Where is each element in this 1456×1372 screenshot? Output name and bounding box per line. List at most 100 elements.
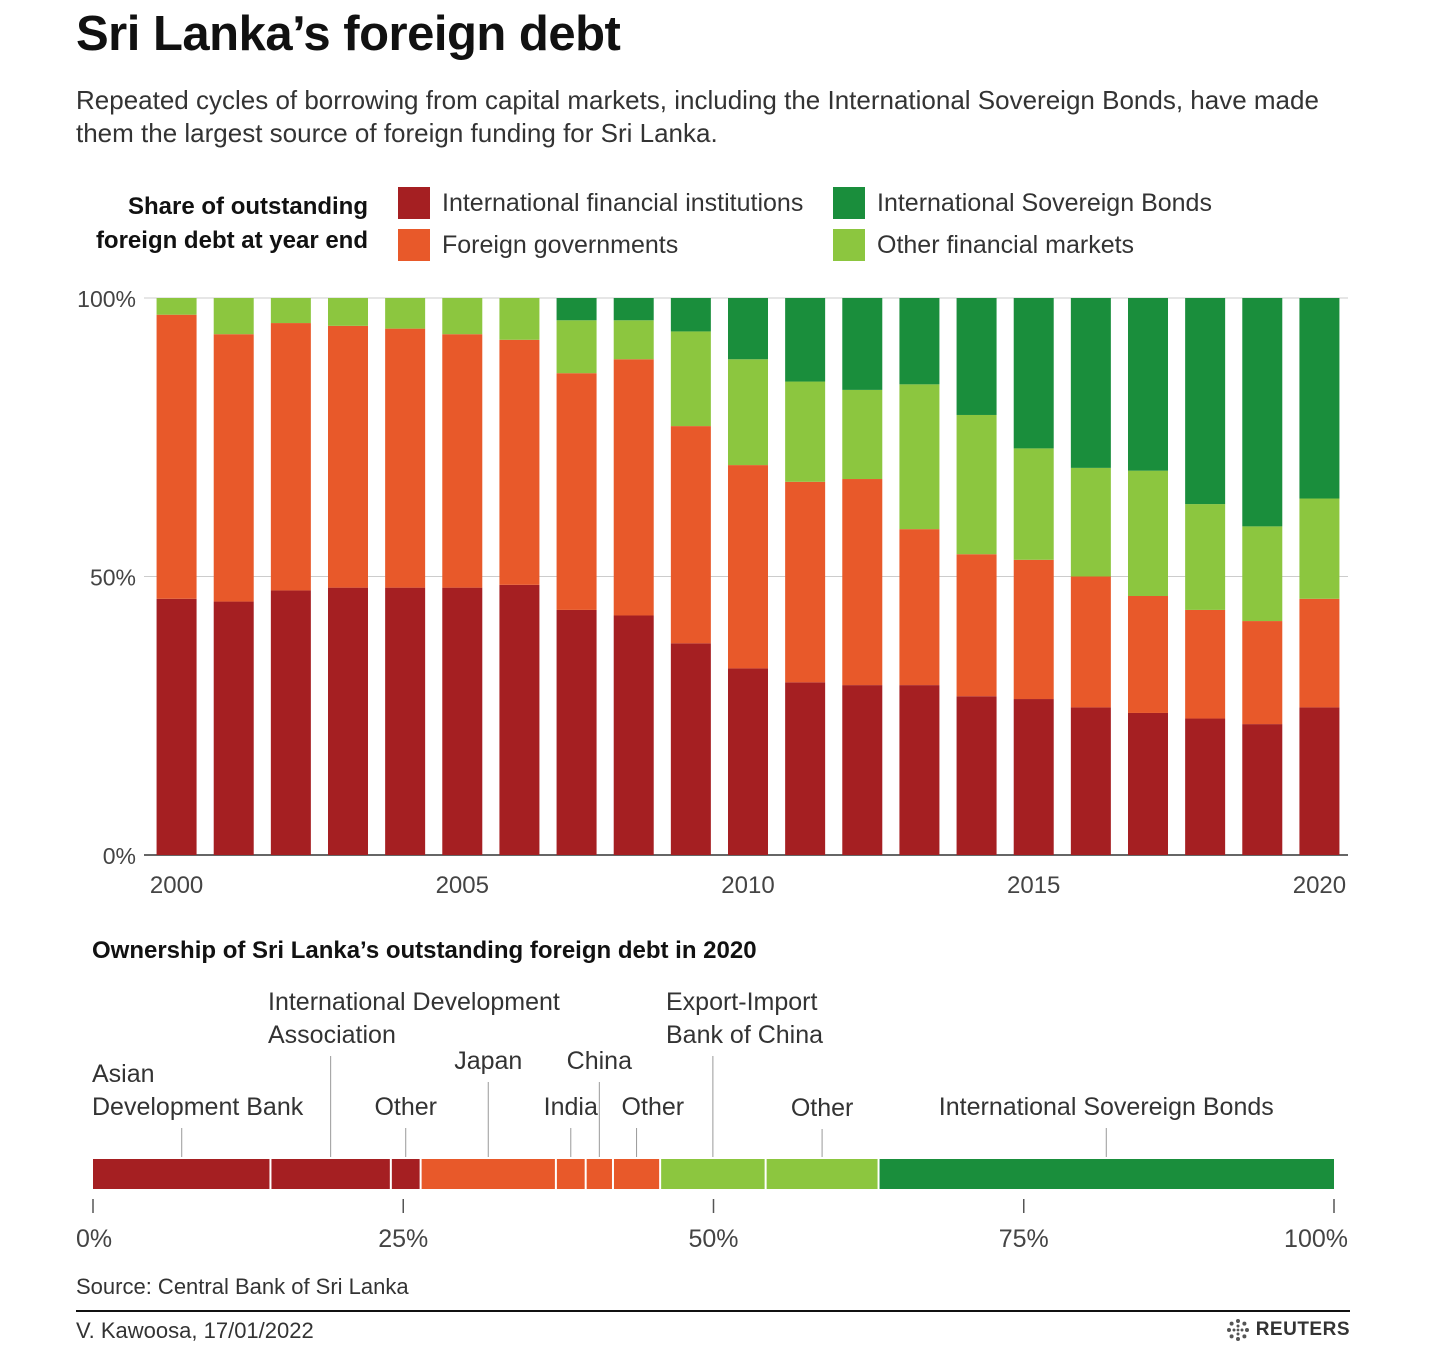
bar-segment xyxy=(213,334,254,602)
bar-segment xyxy=(785,682,826,855)
segment-label-line: Association xyxy=(268,1021,396,1049)
segment-label-line: International Sovereign Bonds xyxy=(939,1093,1274,1121)
segment-label: India xyxy=(544,1093,598,1121)
bar-segment xyxy=(1128,712,1168,855)
ownership-segment xyxy=(878,1159,1334,1189)
segment-label: Other xyxy=(374,1093,437,1121)
reuters-logo: REUTERS xyxy=(1226,1318,1350,1342)
bar-segment xyxy=(1013,699,1054,855)
bar-segment xyxy=(842,298,883,390)
segment-label-line: Bank of China xyxy=(666,1021,823,1049)
bar-segment xyxy=(956,554,997,697)
bar-segment xyxy=(556,320,597,374)
bar-segment xyxy=(499,339,540,585)
bar-segment xyxy=(1299,598,1340,708)
x-tick-label: 0% xyxy=(76,1225,112,1253)
segment-label-line: International Development xyxy=(268,988,560,1016)
y-tick-label: 0% xyxy=(103,843,136,869)
legend-label-foreign-governments: Foreign governments xyxy=(442,230,679,259)
bar-segment xyxy=(899,529,940,686)
bar-segment xyxy=(556,373,597,610)
bar-segment xyxy=(270,323,311,591)
legend-item-ifi: International financial institutions xyxy=(398,186,803,220)
bar-segment xyxy=(156,314,197,599)
bar-segment xyxy=(1242,724,1283,855)
x-tick-label: 50% xyxy=(688,1225,738,1253)
bar-segment xyxy=(956,696,997,855)
segment-label: Asian Development Bank xyxy=(92,1060,304,1121)
bar-segment xyxy=(785,381,826,482)
ownership-segment xyxy=(585,1159,613,1189)
bar-segment xyxy=(956,414,997,555)
segment-label: International Sovereign Bonds xyxy=(939,1093,1274,1121)
ownership-segment xyxy=(660,1159,766,1189)
bar-segment xyxy=(670,331,711,427)
segment-label-line: Other xyxy=(622,1093,685,1121)
bar-segment xyxy=(1013,448,1054,560)
bar-segment xyxy=(1185,609,1226,719)
bar-segment xyxy=(328,587,368,855)
bar-segment xyxy=(728,465,768,669)
segment-label: Other xyxy=(791,1094,854,1122)
legend-item-isb: International Sovereign Bonds xyxy=(833,186,1212,220)
bar-segment xyxy=(842,389,883,480)
bar-segment xyxy=(328,298,368,326)
legend-label-isb: International Sovereign Bonds xyxy=(877,188,1212,217)
segment-label: China xyxy=(567,1047,632,1075)
bar-segment xyxy=(842,479,883,686)
footer-divider xyxy=(76,1310,1350,1312)
bar-segment xyxy=(670,298,711,332)
bar-segment xyxy=(1070,298,1111,468)
bar-segment xyxy=(956,298,997,415)
bar-segment xyxy=(1185,298,1226,505)
ownership-segment xyxy=(93,1159,271,1189)
bar-segment xyxy=(1299,498,1340,599)
bar-segment xyxy=(1242,526,1283,622)
legend-label-ifi: International financial institutions xyxy=(442,188,804,217)
bar-segment xyxy=(385,328,426,588)
segment-label-line: India xyxy=(544,1093,598,1121)
bar-segment xyxy=(1185,504,1226,610)
chart-legend: International financial institutions For… xyxy=(398,184,1318,268)
x-tick-label: 2010 xyxy=(721,872,774,899)
x-tick-label: 2015 xyxy=(1007,872,1060,899)
segment-label-line: Other xyxy=(791,1094,854,1122)
ownership-chart-title: Ownership of Sri Lanka’s outstanding for… xyxy=(92,937,757,964)
page-subtitle: Repeated cycles of borrowing from capita… xyxy=(76,85,1319,148)
bar-segment xyxy=(213,601,254,855)
ownership-bar-chart: Ownership of Sri Lanka’s outstanding for… xyxy=(76,937,1348,1253)
bar-segment xyxy=(1070,576,1111,708)
stacked-bar-chart: 0% 50% 100% 2000 2005 2010 2015 2020 xyxy=(77,286,1348,899)
reuters-wordmark: REUTERS xyxy=(1255,1319,1350,1340)
legend-label-other-markets: Other financial markets xyxy=(877,230,1135,259)
bar-segment xyxy=(556,609,597,855)
legend-swatch-other-markets xyxy=(833,229,865,261)
bar-segment xyxy=(1128,470,1168,596)
bar-segment xyxy=(385,587,426,855)
bar-segment xyxy=(728,668,768,855)
bar-segment xyxy=(499,584,540,855)
bar-segment xyxy=(442,587,483,855)
segment-label-line: China xyxy=(567,1047,632,1075)
segment-label: Other xyxy=(622,1093,685,1121)
segment-label-line: Japan xyxy=(454,1047,522,1075)
bar-segment xyxy=(899,685,940,855)
bar-segment xyxy=(1242,621,1283,725)
bar-segment xyxy=(842,685,883,855)
ownership-segment xyxy=(420,1159,556,1189)
legend-item-foreign-governments: Foreign governments xyxy=(398,228,678,262)
bar-segment xyxy=(156,598,197,855)
bar-segment xyxy=(442,334,483,588)
bar-segment xyxy=(785,298,826,382)
ownership-segment xyxy=(555,1159,586,1189)
byline: V. Kawoosa, 17/01/2022 xyxy=(76,1318,314,1343)
bar-segment xyxy=(156,298,197,315)
x-tick-label: 2005 xyxy=(436,872,489,899)
bar-segment xyxy=(499,298,540,340)
legend-item-other-markets: Other financial markets xyxy=(833,228,1134,262)
ownership-segment xyxy=(765,1159,879,1189)
bar-segment xyxy=(442,298,483,335)
bar-segment xyxy=(1128,595,1168,713)
legend-swatch-ifi xyxy=(398,187,430,219)
segment-label-line: Other xyxy=(374,1093,437,1121)
